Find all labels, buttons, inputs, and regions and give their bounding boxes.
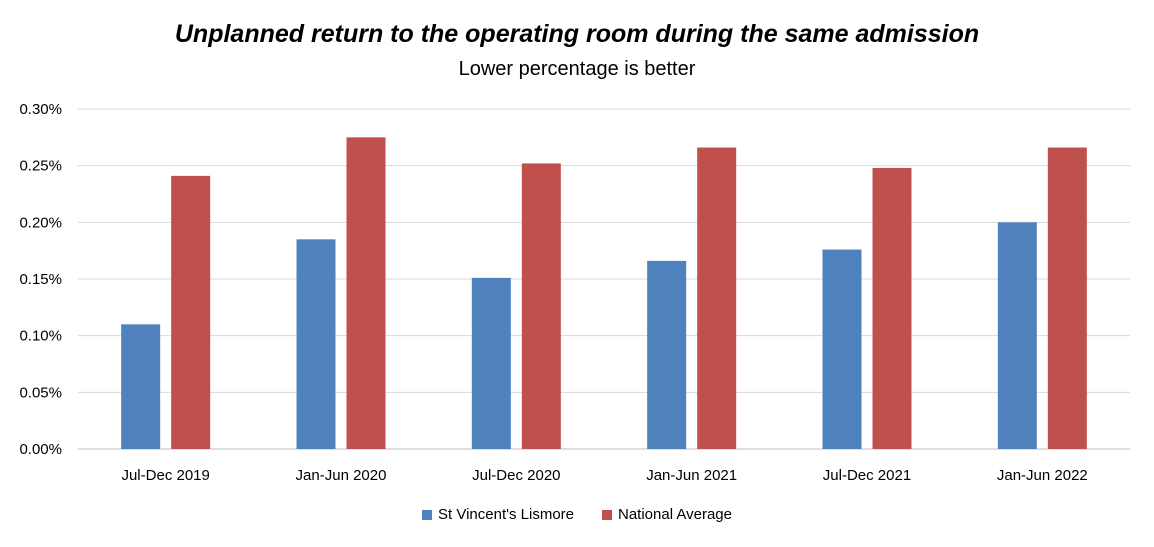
- bar-series-2: [1047, 147, 1087, 450]
- legend-item-series-1: St Vincent's Lismore: [422, 506, 574, 523]
- bar-series-2: [171, 175, 211, 449]
- legend-swatch-series-2: [602, 509, 612, 520]
- bar-series-1: [121, 324, 161, 449]
- bar-series-1: [471, 277, 511, 449]
- bar-series-1: [296, 239, 336, 449]
- x-tick-label: Jul-Dec 2021: [823, 467, 911, 484]
- x-tick-label: Jul-Dec 2020: [472, 467, 560, 484]
- legend-label-series-1: St Vincent's Lismore: [438, 506, 574, 523]
- legend-swatch-series-1: [422, 509, 433, 520]
- legend: St Vincent's Lismore National Average: [0, 506, 1154, 523]
- y-tick-label: 0.00%: [19, 441, 62, 458]
- bar-series-1: [822, 249, 862, 449]
- y-tick-label: 0.05%: [19, 384, 62, 401]
- legend-item-series-2: National Average: [602, 506, 732, 523]
- x-tick-label: Jan-Jun 2020: [296, 467, 387, 484]
- y-tick-label: 0.15%: [19, 271, 62, 288]
- legend-label-series-2: National Average: [618, 506, 732, 523]
- x-tick-label: Jul-Dec 2019: [121, 467, 209, 484]
- y-tick-label: 0.30%: [19, 101, 62, 118]
- bar-series-2: [521, 163, 561, 449]
- x-tick-label: Jan-Jun 2021: [646, 467, 737, 484]
- chart-title: Unplanned return to the operating room d…: [174, 20, 980, 48]
- bar-series-1: [997, 222, 1037, 449]
- bar-series-2: [697, 147, 737, 450]
- y-tick-label: 0.25%: [19, 158, 62, 175]
- bar-series-2: [346, 137, 386, 450]
- x-tick-label: Jan-Jun 2022: [997, 467, 1088, 484]
- bar-series-2: [872, 167, 912, 449]
- chart-subtitle: Lower percentage is better: [458, 58, 696, 80]
- y-tick-label: 0.10%: [19, 328, 62, 345]
- y-tick-label: 0.20%: [19, 214, 62, 231]
- bar-series-1: [647, 260, 687, 449]
